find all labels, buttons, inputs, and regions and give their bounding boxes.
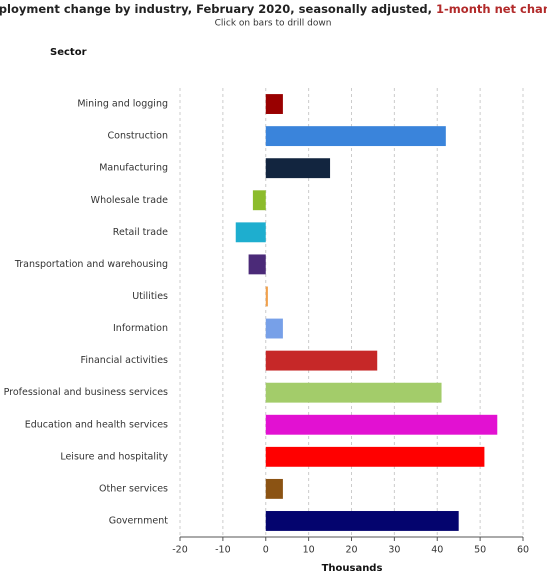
bar[interactable] bbox=[265, 478, 283, 499]
bar[interactable] bbox=[235, 222, 266, 243]
bar[interactable] bbox=[265, 446, 485, 467]
bar[interactable] bbox=[265, 382, 442, 403]
y-tick-label: Financial activities bbox=[81, 355, 168, 366]
y-tick-label: Education and health services bbox=[25, 419, 168, 430]
bar[interactable] bbox=[252, 190, 266, 211]
x-tick-label: 30 bbox=[388, 545, 400, 556]
bar[interactable] bbox=[265, 318, 283, 339]
y-tick-label: Retail trade bbox=[113, 227, 168, 238]
bar[interactable] bbox=[265, 94, 283, 114]
y-tick-label: Utilities bbox=[132, 291, 168, 302]
y-tick-label: Transportation and warehousing bbox=[14, 259, 168, 270]
x-tick-label: 60 bbox=[517, 545, 529, 556]
y-axis-title: Sector bbox=[50, 47, 87, 58]
y-tick-label: Mining and logging bbox=[77, 99, 168, 110]
bar[interactable] bbox=[265, 126, 446, 147]
chart-subtitle: Click on bars to drill down bbox=[215, 19, 332, 29]
y-tick-label: Wholesale trade bbox=[91, 195, 168, 206]
y-tick-label: Manufacturing bbox=[99, 163, 168, 174]
x-tick-label: 0 bbox=[263, 545, 269, 556]
x-tick-label: -20 bbox=[172, 545, 188, 556]
y-tick-label: Leisure and hospitality bbox=[60, 451, 168, 462]
y-tick-label: Construction bbox=[108, 131, 169, 142]
bar[interactable] bbox=[265, 350, 378, 371]
x-tick-label: 10 bbox=[303, 545, 315, 556]
y-tick-label: Professional and business services bbox=[4, 387, 168, 398]
bar[interactable] bbox=[265, 414, 498, 435]
bar[interactable] bbox=[265, 158, 331, 179]
bar[interactable] bbox=[265, 286, 268, 307]
chart-title: Employment change by industry, February … bbox=[0, 2, 547, 16]
x-tick-label: 20 bbox=[345, 545, 357, 556]
x-tick-label: 40 bbox=[431, 545, 443, 556]
x-tick-label: 50 bbox=[474, 545, 486, 556]
bar[interactable] bbox=[265, 511, 459, 531]
x-tick-label: -10 bbox=[215, 545, 231, 556]
x-axis-title: Thousands bbox=[322, 563, 383, 574]
y-tick-label: Information bbox=[113, 323, 168, 334]
title-highlight: 1-month net change bbox=[436, 2, 547, 16]
title-main: Employment change by industry, February … bbox=[0, 2, 436, 16]
y-tick-label: Government bbox=[109, 515, 169, 526]
y-tick-label: Other services bbox=[99, 483, 168, 494]
bar[interactable] bbox=[248, 254, 266, 275]
